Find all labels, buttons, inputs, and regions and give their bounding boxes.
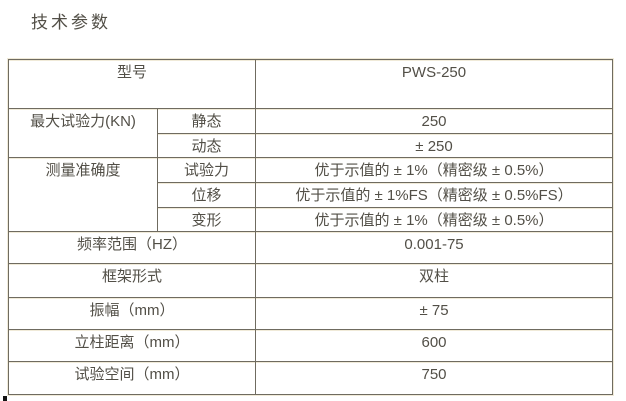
row-frame: 框架形式 双柱 bbox=[7, 263, 614, 298]
accuracy-force-label-cell: 试验力 bbox=[156, 157, 257, 183]
max-force-static-value-cell: 250 bbox=[255, 108, 614, 134]
row-frequency: 频率范围（HZ） 0.001-75 bbox=[7, 231, 614, 264]
model-value-cell: PWS-250 bbox=[255, 59, 614, 109]
frequency-label-cell: 频率范围（HZ） bbox=[7, 231, 257, 264]
max-force-dynamic-label-cell: 动态 bbox=[156, 133, 257, 158]
max-force-label-cell: 最大试验力(KN) bbox=[8, 108, 158, 158]
test-space-label-cell: 试验空间（mm） bbox=[7, 361, 257, 395]
test-space-value-cell: 750 bbox=[255, 361, 614, 395]
row-amplitude: 振幅（mm） ± 75 bbox=[7, 297, 614, 330]
accuracy-deformation-value-cell: 优于示值的 ± 1%（精密级 ± 0.5%） bbox=[255, 207, 614, 232]
row-accuracy-deformation: 变形 优于示值的 ± 1%（精密级 ± 0.5%） bbox=[9, 207, 614, 232]
max-force-static-label-cell: 静态 bbox=[156, 108, 257, 134]
column-distance-label-cell: 立柱距离（mm） bbox=[7, 329, 257, 362]
max-force-dynamic-value-cell: ± 250 bbox=[255, 133, 614, 158]
accuracy-displacement-label-cell: 位移 bbox=[156, 182, 257, 208]
frame-value-cell: 双柱 bbox=[255, 263, 614, 298]
accuracy-label-cell: 测量准确度 bbox=[8, 157, 158, 232]
frequency-value-cell: 0.001-75 bbox=[255, 231, 614, 264]
frame-label-cell: 框架形式 bbox=[7, 263, 257, 298]
model-label-cell: 型号 bbox=[7, 59, 257, 109]
row-accuracy-displacement: 位移 优于示值的 ± 1%FS（精密级 ± 0.5%FS） bbox=[9, 182, 614, 208]
cursor-artifact bbox=[3, 396, 7, 401]
row-max-force-static: 最大试验力(KN) 静态 250 bbox=[8, 108, 614, 158]
row-column-distance: 立柱距离（mm） 600 bbox=[7, 329, 614, 362]
spec-table-wrapper: 型号 PWS-250 最大试验力(KN) 静态 250 动态 ± 250 测量准… bbox=[7, 58, 615, 396]
column-distance-value-cell: 600 bbox=[255, 329, 614, 362]
accuracy-displacement-value-cell: 优于示值的 ± 1%FS（精密级 ± 0.5%FS） bbox=[255, 182, 614, 208]
spec-table: 型号 PWS-250 最大试验力(KN) 静态 250 动态 ± 250 测量准… bbox=[7, 59, 614, 395]
row-model: 型号 PWS-250 bbox=[7, 59, 614, 109]
accuracy-deformation-label-cell: 变形 bbox=[156, 207, 257, 232]
amplitude-value-cell: ± 75 bbox=[255, 297, 614, 330]
row-max-force-dynamic: 动态 ± 250 bbox=[9, 133, 614, 158]
amplitude-label-cell: 振幅（mm） bbox=[7, 297, 257, 330]
accuracy-force-value-cell: 优于示值的 ± 1%（精密级 ± 0.5%） bbox=[255, 157, 614, 183]
row-accuracy-force: 测量准确度 试验力 优于示值的 ± 1%（精密级 ± 0.5%） bbox=[8, 157, 614, 232]
row-test-space: 试验空间（mm） 750 bbox=[7, 361, 614, 395]
page-title: 技术参数 bbox=[31, 13, 111, 32]
